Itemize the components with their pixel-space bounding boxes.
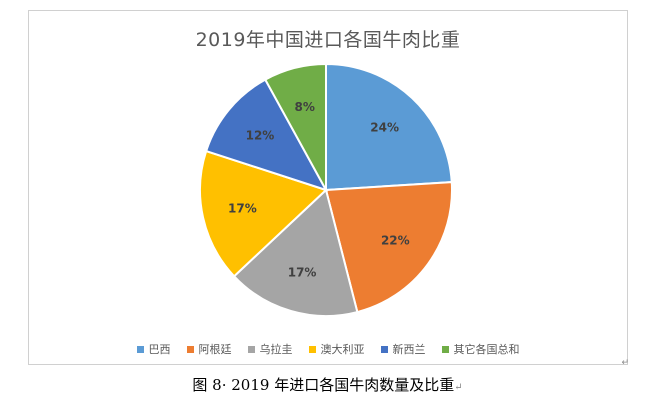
- figure-caption-text: 图 8· 2019 年进口各国牛肉数量及比重: [192, 376, 455, 394]
- legend-swatch: [136, 345, 144, 353]
- legend-swatch: [308, 345, 316, 353]
- pie-slice-brazil: [325, 62, 453, 192]
- chart-title: 2019年中国进口各国牛肉比重: [195, 29, 461, 51]
- legend-label: 澳大利亚: [320, 343, 365, 356]
- legend-item-brazil: 巴西: [136, 341, 171, 357]
- pie-data-label-new-zealand: 12%: [246, 128, 275, 142]
- pie-data-label-others: 8%: [295, 100, 315, 114]
- legend-item-new-zealand: 新西兰: [380, 341, 426, 357]
- legend-label: 阿根廷: [198, 343, 232, 356]
- legend-swatch: [441, 345, 449, 353]
- paragraph-mark: ↵: [454, 382, 463, 393]
- pie-chart: 24% 22% 17% 17% 12% 8%: [199, 62, 453, 317]
- pie-slice-australia: [199, 149, 328, 278]
- pie-slice-others: [263, 62, 327, 191]
- legend-item-others: 其它各国总和: [441, 341, 520, 357]
- pie-data-label-uruguay: 17%: [288, 265, 317, 279]
- legend-item-argentina: 阿根廷: [186, 341, 232, 357]
- figure-caption: 图 8· 2019 年进口各国牛肉数量及比重↵: [0, 374, 655, 395]
- legend-item-uruguay: 乌拉圭: [247, 341, 293, 357]
- chart-legend: 巴西 阿根廷 乌拉圭 澳大利亚 新西兰 其它各国总和: [29, 341, 627, 357]
- legend-swatch: [186, 345, 194, 353]
- legend-swatch: [380, 345, 388, 353]
- pie-slice-uruguay: [232, 188, 359, 317]
- pie-data-label-australia: 17%: [228, 202, 257, 216]
- paragraph-mark: ↵: [621, 358, 629, 368]
- legend-item-australia: 澳大利亚: [308, 341, 365, 357]
- legend-label: 乌拉圭: [259, 343, 293, 356]
- pie-slice-argentina: [324, 181, 453, 314]
- chart-frame: 2019年中国进口各国牛肉比重 24% 22% 17% 17% 12% 8% 巴西 阿根廷 乌…: [28, 10, 629, 368]
- legend-label: 巴西: [148, 343, 171, 356]
- legend-swatch: [247, 345, 255, 353]
- legend-label: 其它各国总和: [453, 343, 520, 356]
- legend-label: 新西兰: [392, 343, 426, 356]
- pie-data-label-argentina: 22%: [381, 233, 410, 247]
- pie-data-label-brazil: 24%: [370, 121, 399, 135]
- pie-slice-new-zealand: [204, 78, 329, 192]
